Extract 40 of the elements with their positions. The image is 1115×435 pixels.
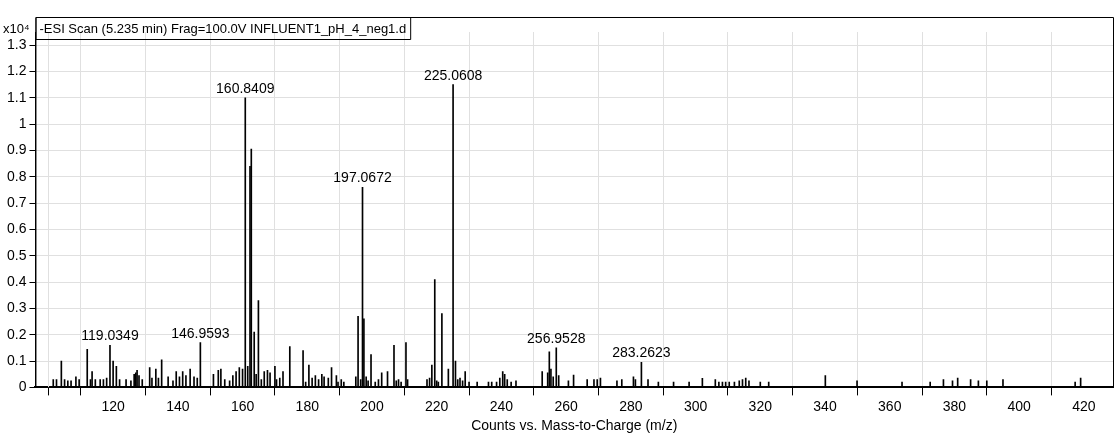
y-tick-label: 1.1 [6,88,27,105]
x-tick-label: 320 [748,397,773,414]
annotation: 225.0608 [423,66,483,83]
x-tick-label: 180 [295,397,320,414]
x-tick-label: 260 [554,397,579,414]
y-tick-label: 0.4 [6,272,27,289]
y-axis-title: x10⁴ [2,20,30,36]
x-tick-label: 400 [1007,397,1032,414]
x-tick-label: 420 [1072,397,1096,414]
annotation: 119.0349 [81,327,139,344]
x-tick-label: 360 [878,397,902,414]
x-tick-label: 380 [942,397,967,414]
y-tick-label: 0.2 [6,325,27,342]
x-tick-label: 240 [489,397,514,414]
x-tick-label: 200 [360,397,384,414]
y-tick-label: 1 [18,115,27,131]
x-tick-label: 140 [166,397,190,414]
x-axis-title: Counts vs. Mass-to-Charge (m/z) [471,417,678,434]
y-tick-label: 0.1 [6,351,27,368]
y-tick-label: 0.6 [6,220,27,237]
chart-title: -ESI Scan (5.235 min) Frag=100.0V INFLUENT1_pH_4_neg1.d [39,20,407,36]
annotation: 256.9528 [527,329,586,346]
x-tick-label: 220 [425,397,449,414]
x-tick-label: 300 [683,397,708,414]
annotation: 197.0672 [333,169,392,186]
x-tick-label: 280 [619,397,643,414]
y-tick-label: 0.3 [6,299,27,316]
y-tick-label: 1.3 [6,36,27,53]
x-tick-label: 340 [813,397,837,414]
x-tick-label: 160 [230,397,255,414]
y-tick-label: 0.5 [6,246,27,263]
x-tick-label: 120 [101,397,126,414]
annotation: 160.8409 [216,79,275,96]
y-tick-label: 0.8 [6,167,27,184]
y-tick-label: 0.9 [6,141,27,158]
annotation: 146.9593 [171,324,230,341]
y-tick-label: 0 [18,378,27,395]
y-tick-label: 0.7 [6,193,27,210]
annotation: 283.2623 [612,344,671,361]
y-tick-label: 1.2 [6,62,27,79]
